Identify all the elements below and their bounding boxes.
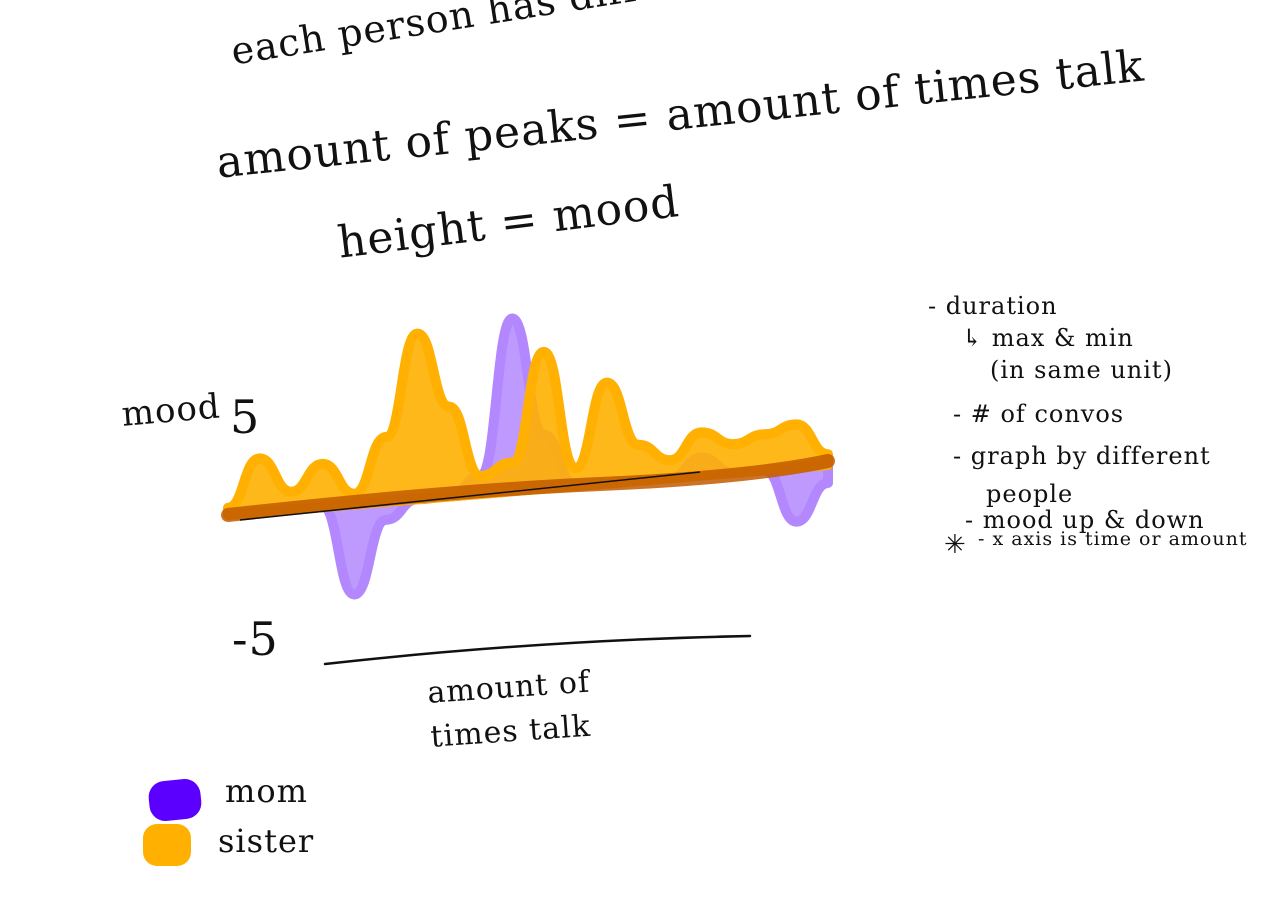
y-axis-min: -5 bbox=[232, 612, 279, 666]
note-mood: - mood up & down bbox=[965, 506, 1205, 534]
x-axis-line bbox=[323, 634, 752, 666]
legend-label-sister: sister bbox=[218, 822, 315, 860]
note-convos: - # of convos bbox=[953, 400, 1125, 428]
legend-swatch-mom bbox=[147, 777, 203, 823]
y-axis-max: 5 bbox=[230, 390, 261, 444]
series-area-sister bbox=[223, 328, 833, 520]
asterisk-icon: ✳ bbox=[944, 530, 967, 560]
legend-swatch-sister bbox=[143, 824, 191, 866]
note-x-axis: - x axis is time or amount bbox=[978, 528, 1248, 550]
note-duration: - duration bbox=[928, 292, 1058, 320]
note-people: people bbox=[986, 480, 1074, 508]
legend-label-mom: mom bbox=[225, 772, 308, 810]
baseline-line bbox=[239, 471, 701, 521]
note-max-min: ↳ max & min bbox=[962, 324, 1134, 352]
note-graph-by: - graph by different bbox=[953, 442, 1211, 470]
note-same-unit: (in same unit) bbox=[990, 356, 1173, 384]
